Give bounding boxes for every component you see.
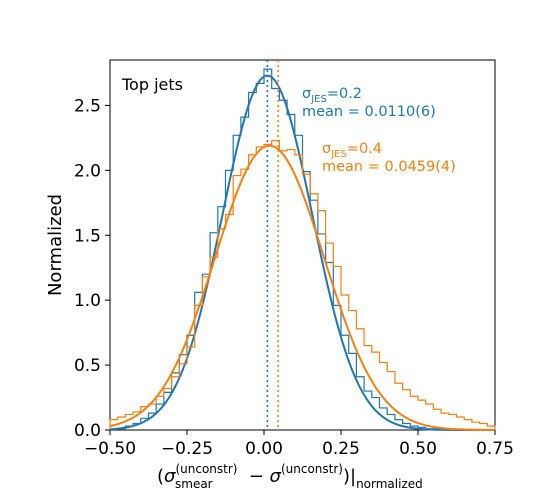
legend-series-2-value: =0.4 (347, 141, 382, 157)
y-tick-label: 1.5 (74, 226, 101, 246)
legend-series-1-mean: mean = 0.0110(6) (302, 104, 436, 120)
legend-series-1-value: =0.2 (327, 86, 362, 102)
x-tick-label: 0.50 (399, 439, 437, 459)
histogram-series-1 (109, 68, 495, 431)
fit-curve-series-1 (109, 74, 495, 431)
legend-series-2-mean: mean = 0.0459(4) (322, 159, 456, 175)
y-tick-label: 2.5 (74, 96, 101, 116)
y-tick-label: 2.0 (74, 161, 101, 181)
series-layer (109, 60, 496, 431)
y-tick-label: 0.0 (74, 421, 101, 441)
y-axis-label: Normalized (45, 194, 66, 296)
y-tick-label: 1.0 (74, 291, 101, 311)
legend-series-2-sigma: σ (322, 141, 331, 157)
plot-frame (109, 59, 496, 431)
legend-series-2-label: σJES=0.4 (322, 141, 382, 160)
x-label-sub-norm: normalized (356, 477, 423, 491)
x-tick-label: 0.25 (322, 439, 360, 459)
x-label-sup-1: (unconstr) (175, 462, 237, 476)
ticks-layer: −0.50 −0.25 0.00 0.25 0.50 0.75 0.0 0.5 1.0 1.5 2.… (74, 96, 514, 459)
x-label-sigma-2: σ (270, 466, 282, 487)
legend-series-1-sub: JES (310, 94, 327, 105)
x-tick-label: −0.50 (84, 439, 136, 459)
legend-series-1-label: σJES=0.2 (302, 86, 362, 105)
x-label-close: )| (343, 466, 356, 487)
x-axis-label: (σ(unconstr) smear − σ(unconstr))|normali… (157, 462, 423, 491)
annotation-top-jets: Top jets (121, 75, 183, 94)
fit-curve-series-2 (109, 144, 496, 431)
x-tick-label: 0.00 (245, 439, 283, 459)
x-label-sigma-1: σ (164, 466, 176, 487)
x-label-minus: − (243, 466, 270, 487)
x-tick-label: −0.25 (161, 439, 213, 459)
legend-series-1-sigma: σ (302, 86, 311, 102)
x-label-open: ( (157, 466, 164, 487)
y-tick-label: 0.5 (74, 356, 101, 376)
legend-series-2-sub: JES (330, 149, 347, 160)
x-label-sup-2: (unconstr) (281, 462, 343, 476)
x-tick-label: 0.75 (476, 439, 514, 459)
histogram-series-2 (109, 139, 496, 430)
x-label-sub-1: smear (175, 477, 213, 491)
